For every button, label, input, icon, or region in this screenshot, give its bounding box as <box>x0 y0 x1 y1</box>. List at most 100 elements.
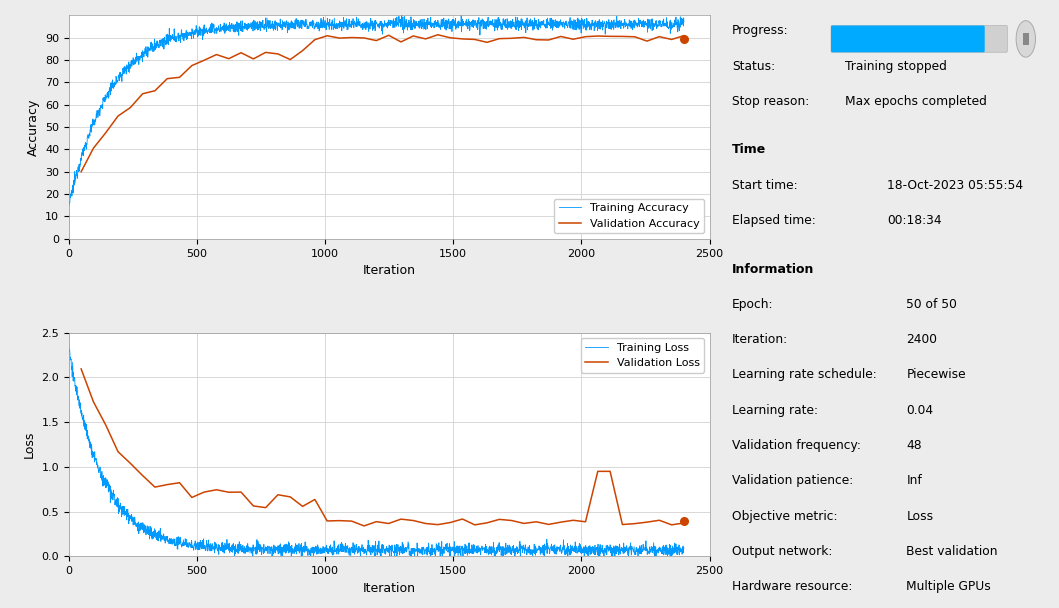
Text: Output network:: Output network: <box>732 545 832 558</box>
Validation Loss <box>431 521 444 528</box>
Validation Loss <box>308 496 321 503</box>
Validation Loss <box>591 468 604 475</box>
Training Accuracy <box>62 201 75 209</box>
Validation Accuracy <box>518 34 531 41</box>
Validation Accuracy <box>100 129 112 136</box>
Validation Loss <box>198 488 211 496</box>
Validation Loss <box>456 516 469 523</box>
Validation Accuracy <box>198 57 211 64</box>
Text: Validation frequency:: Validation frequency: <box>732 439 861 452</box>
Validation Loss <box>210 486 222 494</box>
Validation Loss <box>87 398 100 406</box>
Validation Accuracy <box>628 33 641 40</box>
Text: Epoch:: Epoch: <box>732 298 773 311</box>
Training Loss <box>110 496 123 503</box>
Validation Loss <box>419 520 432 527</box>
FancyBboxPatch shape <box>831 26 1007 52</box>
Validation Accuracy <box>271 50 284 58</box>
Text: Best validation: Best validation <box>907 545 998 558</box>
Validation Loss <box>444 519 456 526</box>
Training Accuracy <box>395 12 408 19</box>
Validation Accuracy <box>235 49 248 57</box>
Validation Accuracy <box>481 39 493 46</box>
Validation Loss <box>345 517 358 525</box>
Validation Accuracy <box>579 33 592 40</box>
Y-axis label: Accuracy: Accuracy <box>26 98 39 156</box>
Text: 0.04: 0.04 <box>907 404 933 416</box>
Validation Accuracy <box>161 75 174 82</box>
Text: Progress:: Progress: <box>732 24 789 37</box>
Line: Validation Accuracy: Validation Accuracy <box>82 35 684 171</box>
Text: 48: 48 <box>907 439 922 452</box>
Validation Loss <box>653 517 666 524</box>
Validation Loss <box>468 521 481 528</box>
Validation Loss <box>493 516 506 523</box>
Validation Loss <box>222 489 235 496</box>
Validation Loss <box>395 516 408 523</box>
Validation Accuracy <box>124 104 137 111</box>
Validation Accuracy <box>555 33 568 40</box>
Validation Loss <box>137 472 149 479</box>
Validation Loss <box>259 504 272 511</box>
Training Loss <box>130 521 143 528</box>
Text: Learning rate schedule:: Learning rate schedule: <box>732 368 877 381</box>
Validation Accuracy <box>185 62 198 69</box>
Validation Accuracy <box>567 36 579 43</box>
Validation Accuracy <box>604 33 616 40</box>
Training Accuracy <box>584 21 596 28</box>
Validation Loss <box>579 518 592 525</box>
Training Loss <box>247 553 259 560</box>
Text: Training stopped: Training stopped <box>845 60 947 72</box>
Validation Loss <box>407 517 419 524</box>
Validation Loss <box>665 521 678 528</box>
Validation Loss <box>297 503 309 510</box>
Text: Learning rate:: Learning rate: <box>732 404 818 416</box>
Validation Loss <box>124 460 137 467</box>
Validation Accuracy <box>542 36 555 44</box>
Validation Accuracy <box>334 35 346 42</box>
Validation Accuracy <box>111 112 124 120</box>
Legend: Training Loss, Validation Loss: Training Loss, Validation Loss <box>581 338 704 373</box>
Validation Loss <box>185 494 198 501</box>
Y-axis label: Loss: Loss <box>23 431 36 458</box>
Validation Accuracy <box>665 36 678 43</box>
X-axis label: Iteration: Iteration <box>362 582 416 595</box>
Validation Accuracy <box>284 56 297 63</box>
Validation Loss <box>271 491 284 499</box>
Text: 50 of 50: 50 of 50 <box>907 298 957 311</box>
Validation Accuracy <box>75 168 88 175</box>
Validation Accuracy <box>431 31 444 38</box>
Training Accuracy <box>678 18 690 26</box>
Validation Loss <box>555 519 568 526</box>
Text: Inf: Inf <box>907 474 922 487</box>
Validation Accuracy <box>148 87 161 94</box>
Validation Accuracy <box>174 74 186 81</box>
Text: Iteration:: Iteration: <box>732 333 788 346</box>
Training Loss <box>147 531 160 538</box>
Validation Loss <box>518 520 531 527</box>
Text: Max epochs completed: Max epochs completed <box>845 95 987 108</box>
Validation Loss <box>505 517 518 524</box>
Text: Start time:: Start time: <box>732 179 797 192</box>
Legend: Training Accuracy, Validation Accuracy: Training Accuracy, Validation Accuracy <box>554 199 704 233</box>
Validation Loss <box>481 519 493 527</box>
Training Loss <box>678 544 690 551</box>
Training Accuracy <box>147 43 160 50</box>
Validation Accuracy <box>653 33 666 40</box>
Validation Accuracy <box>419 35 432 43</box>
Validation Loss <box>382 520 395 527</box>
Validation Accuracy <box>468 36 481 43</box>
Validation Loss <box>530 518 542 525</box>
Validation Loss <box>641 519 653 526</box>
Training Loss <box>64 345 76 353</box>
Validation Loss <box>604 468 616 475</box>
Validation Loss <box>542 521 555 528</box>
Validation Accuracy <box>616 33 629 40</box>
Text: Hardware resource:: Hardware resource: <box>732 580 852 593</box>
Validation Loss <box>678 519 690 527</box>
Validation Accuracy <box>591 32 604 40</box>
Validation Loss <box>174 479 186 486</box>
Text: Piecewise: Piecewise <box>907 368 966 381</box>
Validation Accuracy <box>308 36 321 43</box>
Validation Loss <box>616 521 629 528</box>
